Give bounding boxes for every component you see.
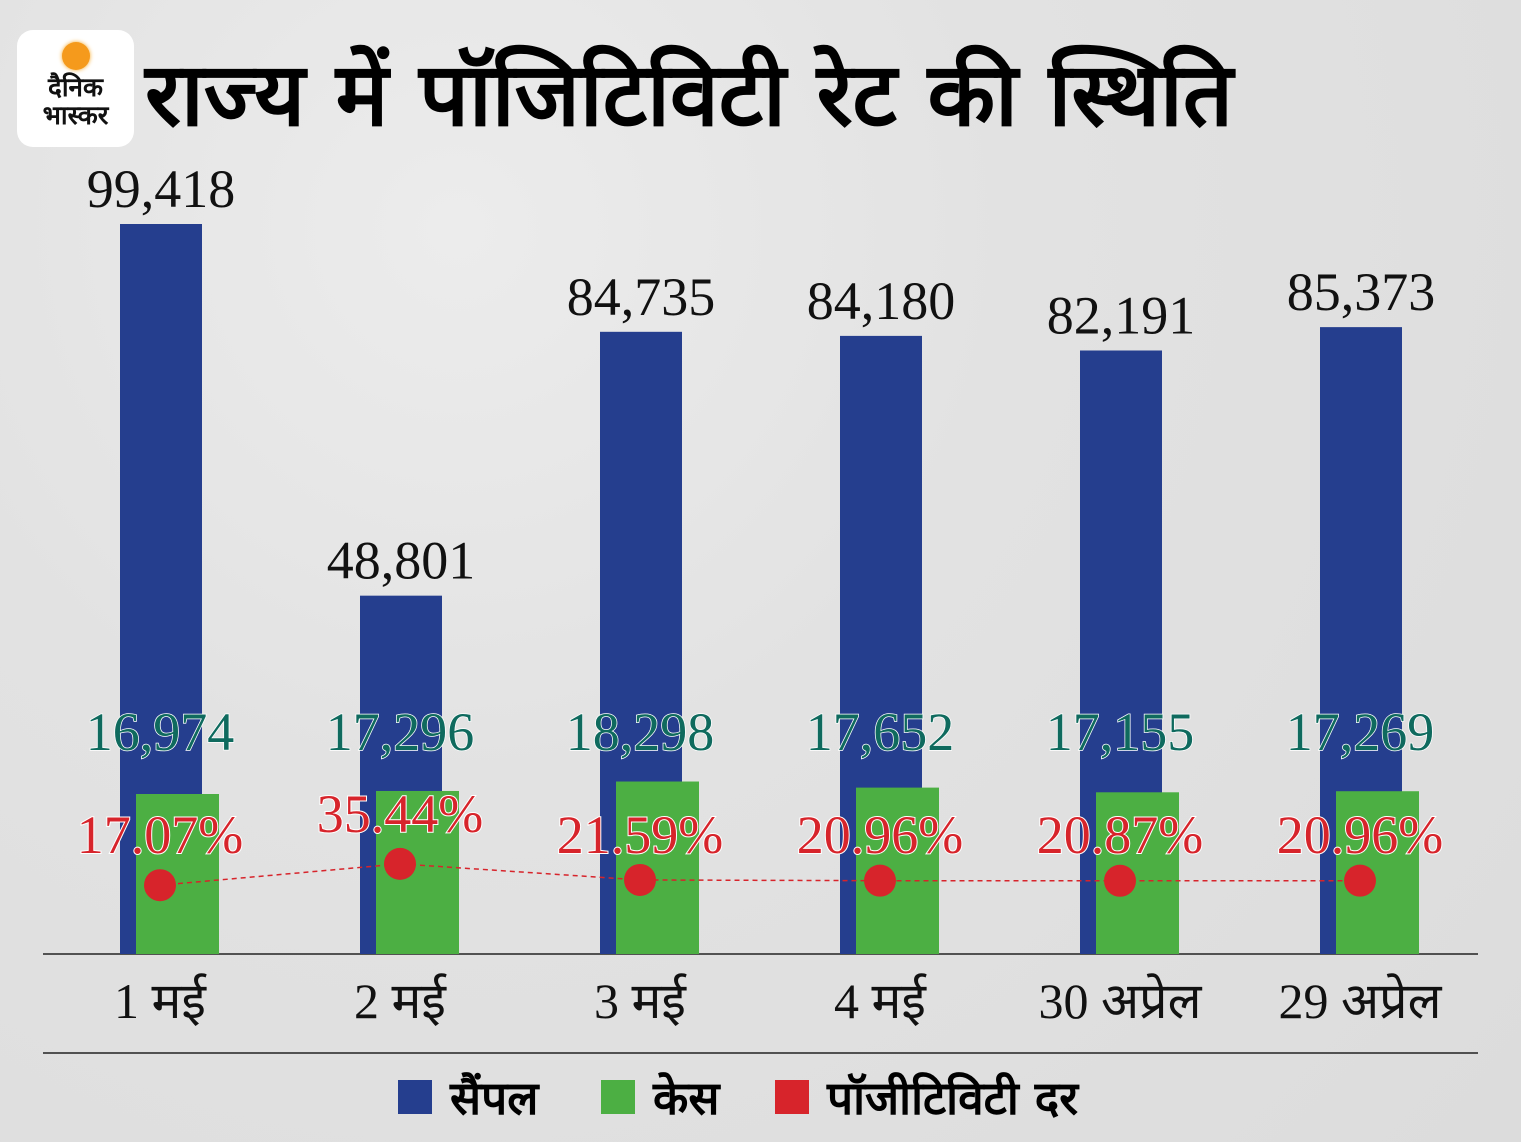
cases-value-label: 18,298 bbox=[566, 702, 715, 762]
positivity-value-label: 35.44% bbox=[317, 784, 483, 844]
cases-value-label: 17,269 bbox=[1286, 702, 1435, 762]
legend-label: पॉजीटिविटी दर bbox=[826, 1071, 1080, 1125]
positivity-value-label: 20.96% bbox=[797, 805, 963, 865]
legend-label: केस bbox=[652, 1071, 721, 1125]
positivity-value-label: 20.96% bbox=[1277, 805, 1443, 865]
positivity-point bbox=[144, 869, 176, 902]
chart-title: राज्य में पॉजिटिविटी रेट की स्थिति bbox=[145, 43, 1234, 146]
samples-value-label: 84,180 bbox=[807, 271, 956, 331]
positivity-point bbox=[864, 864, 896, 897]
dainik-bhaskar-logo: दैनिक भास्कर bbox=[17, 30, 134, 147]
x-tick-label: 2 मई bbox=[354, 973, 447, 1029]
samples-value-label: 82,191 bbox=[1047, 285, 1196, 345]
x-tick-label: 4 मई bbox=[834, 973, 927, 1029]
positivity-value-label: 20.87% bbox=[1037, 805, 1203, 865]
x-tick-label: 30 अप्रेल bbox=[1038, 973, 1202, 1029]
sun-icon bbox=[62, 42, 90, 70]
positivity-point bbox=[1104, 864, 1136, 897]
legend-swatch bbox=[775, 1080, 809, 1114]
cases-value-label: 17,652 bbox=[806, 702, 955, 762]
legend-label: सैंपल bbox=[449, 1071, 540, 1125]
x-tick-label: 3 मई bbox=[594, 973, 687, 1029]
samples-value-label: 99,418 bbox=[87, 159, 236, 219]
logo-text: दैनिक भास्कर bbox=[42, 73, 109, 131]
positivity-point bbox=[384, 847, 416, 880]
positivity-point bbox=[624, 863, 656, 896]
cases-value-label: 17,155 bbox=[1046, 702, 1195, 762]
samples-value-label: 84,735 bbox=[567, 267, 716, 327]
positivity-point bbox=[1344, 864, 1376, 897]
x-tick-label: 29 अप्रेल bbox=[1278, 973, 1442, 1029]
positivity-line bbox=[159, 863, 1361, 886]
positivity-value-label: 17.07% bbox=[77, 805, 243, 865]
samples-value-label: 48,801 bbox=[327, 531, 476, 591]
legend-swatch bbox=[398, 1080, 432, 1114]
cases-value-label: 17,296 bbox=[326, 702, 475, 762]
samples-value-label: 85,373 bbox=[1287, 262, 1436, 322]
positivity-value-label: 21.59% bbox=[557, 805, 723, 865]
cases-value-label: 16,974 bbox=[86, 702, 235, 762]
legend-swatch bbox=[601, 1080, 635, 1114]
x-tick-label: 1 मई bbox=[114, 973, 207, 1029]
